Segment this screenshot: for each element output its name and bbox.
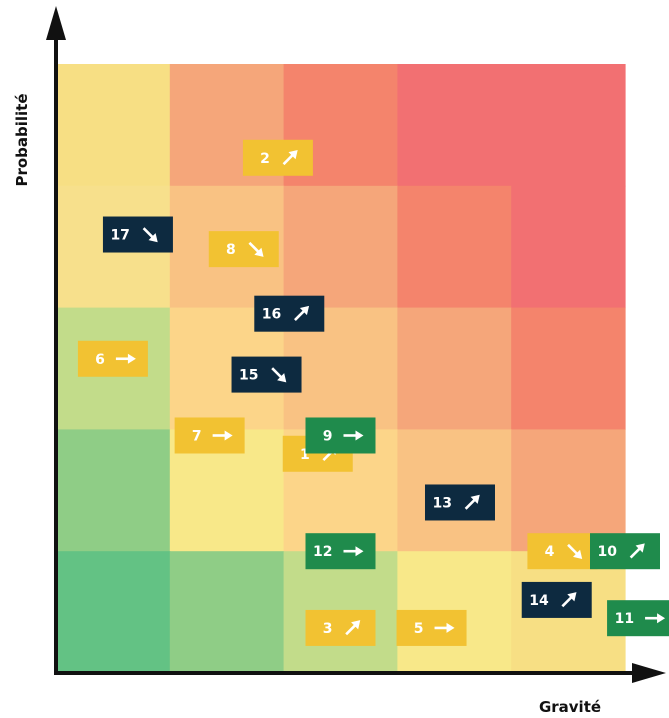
risk-marker-box xyxy=(424,484,495,521)
risk-id-label: 15 xyxy=(239,368,258,384)
trend-right-arrow-icon xyxy=(343,546,364,557)
risk-marker-box xyxy=(305,533,376,570)
heatmap-cell xyxy=(511,64,626,187)
risk-marker: 13 xyxy=(424,484,495,521)
risk-id-label: 9 xyxy=(323,428,333,444)
risk-marker: 12 xyxy=(305,533,376,570)
risk-marker: 5 xyxy=(396,609,467,646)
risk-id-label: 12 xyxy=(313,544,332,560)
risk-marker: 7 xyxy=(174,417,245,454)
risk-marker: 8 xyxy=(208,231,279,268)
risk-marker-box xyxy=(254,295,325,332)
heatmap-cell xyxy=(397,307,512,430)
axes xyxy=(46,6,666,683)
trend-right-arrow-icon xyxy=(645,613,666,624)
trend-right-arrow-icon xyxy=(434,622,455,633)
heatmap-cell xyxy=(56,551,171,674)
trend-right-arrow-icon xyxy=(343,430,364,441)
risk-marker-box xyxy=(102,216,173,253)
heatmap-cell xyxy=(283,185,398,309)
risk-id-label: 6 xyxy=(95,352,105,368)
risk-marker: 2 xyxy=(242,139,313,176)
heatmap-cell xyxy=(169,551,285,674)
risk-marker: 11 xyxy=(607,600,669,637)
y-axis-arrowhead xyxy=(46,6,66,40)
x-axis-label: Gravité xyxy=(539,698,601,716)
risk-id-label: 11 xyxy=(615,611,634,627)
risk-id-label: 7 xyxy=(192,428,202,444)
trend-right-arrow-icon xyxy=(212,430,233,441)
trend-up-arrow-icon xyxy=(464,494,480,510)
risk-marker: 3 xyxy=(305,609,376,646)
risk-marker-box xyxy=(77,340,148,377)
heatmap-cell xyxy=(397,64,512,187)
risk-marker: 10 xyxy=(590,533,660,570)
heatmap-cells xyxy=(56,64,626,674)
risk-id-label: 14 xyxy=(529,593,549,609)
risk-marker: 9 xyxy=(305,417,376,454)
heatmap-cell xyxy=(511,429,626,552)
risk-id-label: 2 xyxy=(260,151,270,167)
risk-id-label: 5 xyxy=(414,621,424,637)
heatmap-cell xyxy=(56,64,171,187)
y-axis-label: Probabilité xyxy=(13,93,31,186)
trend-down-arrow-icon xyxy=(248,241,264,257)
risk-marker-box xyxy=(305,609,376,646)
risk-marker-box xyxy=(305,417,376,454)
risk-id-label: 17 xyxy=(110,228,129,244)
risk-id-label: 16 xyxy=(262,307,281,323)
risk-id-label: 13 xyxy=(433,495,452,511)
risk-marker: 15 xyxy=(231,356,302,393)
trend-down-arrow-icon xyxy=(271,367,287,383)
risk-marker-box xyxy=(521,581,592,618)
trend-down-arrow-icon xyxy=(567,543,583,559)
risk-marker-box xyxy=(396,609,467,646)
risk-id-label: 10 xyxy=(598,544,618,560)
trend-right-arrow-icon xyxy=(115,353,136,364)
trend-up-arrow-icon xyxy=(294,305,310,321)
trend-up-arrow-icon xyxy=(345,620,361,636)
trend-up-arrow-icon xyxy=(282,150,298,166)
risk-id-label: 3 xyxy=(323,621,333,637)
x-axis-arrowhead xyxy=(632,663,666,683)
heatmap-cell xyxy=(397,185,512,309)
risk-marker-box xyxy=(590,533,660,570)
risk-marker: 16 xyxy=(254,295,325,332)
trend-down-arrow-icon xyxy=(142,227,158,243)
risk-id-label: 4 xyxy=(545,544,555,560)
risk-marker-box xyxy=(527,533,598,570)
risk-marker-box xyxy=(174,417,245,454)
risk-marker: 6 xyxy=(77,340,148,377)
heatmap-cell xyxy=(511,185,626,309)
trend-up-arrow-icon xyxy=(629,543,645,559)
heatmap-cell xyxy=(511,307,626,430)
risk-marker: 14 xyxy=(521,581,592,618)
risk-marker-box xyxy=(242,139,313,176)
risk-marker-box xyxy=(231,356,302,393)
risk-id-label: 1 xyxy=(300,447,310,463)
trend-up-arrow-icon xyxy=(561,592,577,608)
risk-marker: 17 xyxy=(102,216,173,253)
risk-marker-box xyxy=(208,231,279,268)
risk-id-label: 8 xyxy=(226,242,236,258)
risk-marker: 4 xyxy=(527,533,598,570)
heatmap-cell xyxy=(56,429,171,552)
